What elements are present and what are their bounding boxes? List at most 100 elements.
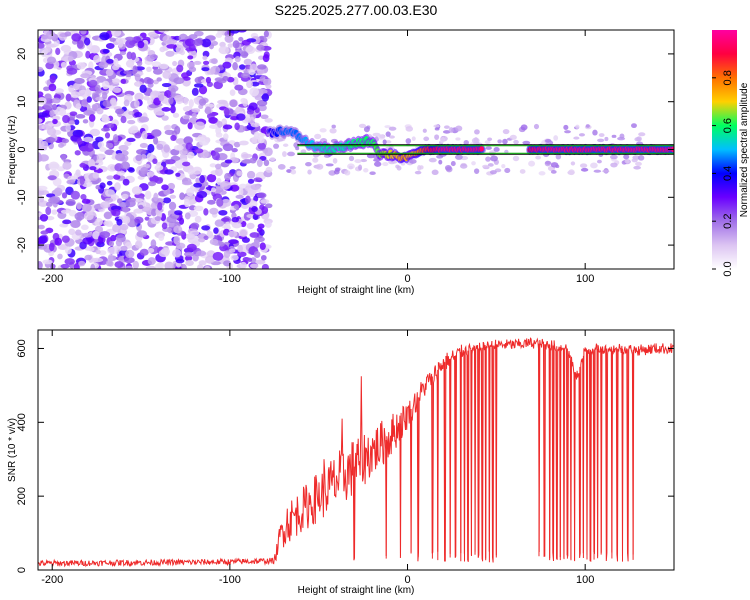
noise-blob	[201, 67, 210, 72]
noise-blob	[146, 78, 154, 85]
noise-blob	[245, 45, 256, 54]
noise-blob	[173, 235, 181, 245]
noise-blob	[512, 155, 520, 162]
noise-blob	[191, 108, 201, 113]
noise-blob	[444, 165, 452, 171]
noise-blob	[194, 121, 206, 130]
noise-blob	[234, 55, 241, 63]
noise-blob	[146, 170, 155, 177]
noise-blob	[185, 259, 194, 266]
noise-blob	[502, 128, 510, 135]
noise-blob	[253, 250, 261, 258]
noise-blob	[68, 85, 75, 93]
noise-blob	[62, 161, 72, 170]
noise-blob	[161, 184, 169, 191]
noise-blob	[90, 264, 96, 269]
noise-blob	[149, 54, 159, 60]
noise-blob	[154, 216, 162, 222]
noise-blob	[168, 201, 177, 211]
noise-blob	[88, 114, 96, 122]
noise-blob	[611, 134, 617, 138]
noise-blob	[116, 198, 123, 204]
noise-blob	[84, 142, 95, 152]
noise-blob	[251, 205, 258, 213]
noise-blob	[417, 164, 422, 171]
snr-ytick-label: 200	[16, 487, 28, 505]
snr-series-line	[38, 337, 674, 568]
snr-xlabel: Height of straight line (km)	[298, 585, 415, 596]
noise-blob	[80, 224, 89, 231]
noise-blob	[263, 159, 270, 167]
noise-blob	[463, 139, 469, 146]
noise-blob	[307, 169, 312, 175]
noise-blob	[92, 231, 100, 240]
noise-blob	[205, 76, 212, 84]
noise-blob	[61, 235, 70, 243]
noise-blob	[236, 113, 246, 121]
noise-blob	[125, 39, 136, 49]
noise-blob	[348, 155, 355, 162]
noise-blob	[137, 40, 145, 49]
noise-blob	[263, 78, 271, 86]
noise-blob	[174, 160, 185, 169]
noise-blob	[240, 97, 247, 104]
noise-blob	[555, 164, 560, 169]
noise-blob	[493, 147, 500, 152]
noise-blob	[234, 84, 244, 91]
noise-blob	[487, 163, 494, 167]
noise-blob	[448, 127, 454, 133]
noise-blob	[580, 167, 589, 172]
noise-blob	[94, 217, 103, 226]
noise-blob	[624, 159, 630, 164]
noise-blob	[134, 73, 141, 82]
noise-blob	[443, 125, 450, 129]
noise-blob	[64, 258, 76, 265]
noise-blob	[107, 254, 114, 263]
noise-blob	[193, 205, 204, 212]
noise-blob	[60, 263, 70, 269]
noise-blob	[193, 148, 204, 154]
noise-blob	[82, 237, 93, 245]
noise-blob	[199, 175, 205, 184]
noise-blob	[193, 182, 203, 188]
noise-blob	[128, 110, 134, 115]
noise-blob	[347, 163, 355, 170]
noise-blob	[88, 158, 95, 167]
noise-blob	[156, 77, 162, 82]
noise-blob	[128, 167, 135, 173]
noise-blob	[38, 112, 49, 118]
noise-blob	[157, 202, 163, 211]
noise-blob	[227, 230, 238, 238]
noise-blob	[312, 157, 319, 163]
noise-blob	[190, 222, 200, 230]
noise-blob	[175, 258, 185, 264]
noise-blob	[241, 153, 253, 158]
noise-blob	[161, 82, 172, 88]
noise-blob	[68, 120, 75, 125]
noise-blob	[179, 149, 188, 156]
noise-blob	[260, 114, 269, 120]
noise-blob	[81, 198, 91, 204]
noise-blob	[224, 159, 233, 164]
noise-blob	[175, 242, 186, 249]
noise-blob	[158, 30, 170, 33]
noise-blob	[65, 246, 72, 255]
noise-blob	[186, 243, 197, 252]
noise-blob	[196, 190, 208, 199]
noise-blob	[233, 204, 239, 210]
noise-blob	[67, 55, 74, 62]
noise-blob	[161, 115, 169, 121]
noise-blob	[105, 43, 115, 50]
noise-blob	[455, 125, 463, 132]
noise-blob	[68, 228, 76, 235]
colorbar-label: Normalized spectral amplitude	[739, 82, 750, 217]
noise-blob	[573, 136, 580, 140]
noise-blob	[231, 147, 238, 153]
noise-blob	[224, 221, 231, 230]
noise-blob	[239, 64, 246, 70]
noise-blob	[183, 251, 195, 257]
noise-blob	[236, 170, 243, 177]
noise-blob	[191, 87, 199, 96]
noise-blob	[209, 238, 219, 246]
noise-blob	[164, 169, 174, 175]
